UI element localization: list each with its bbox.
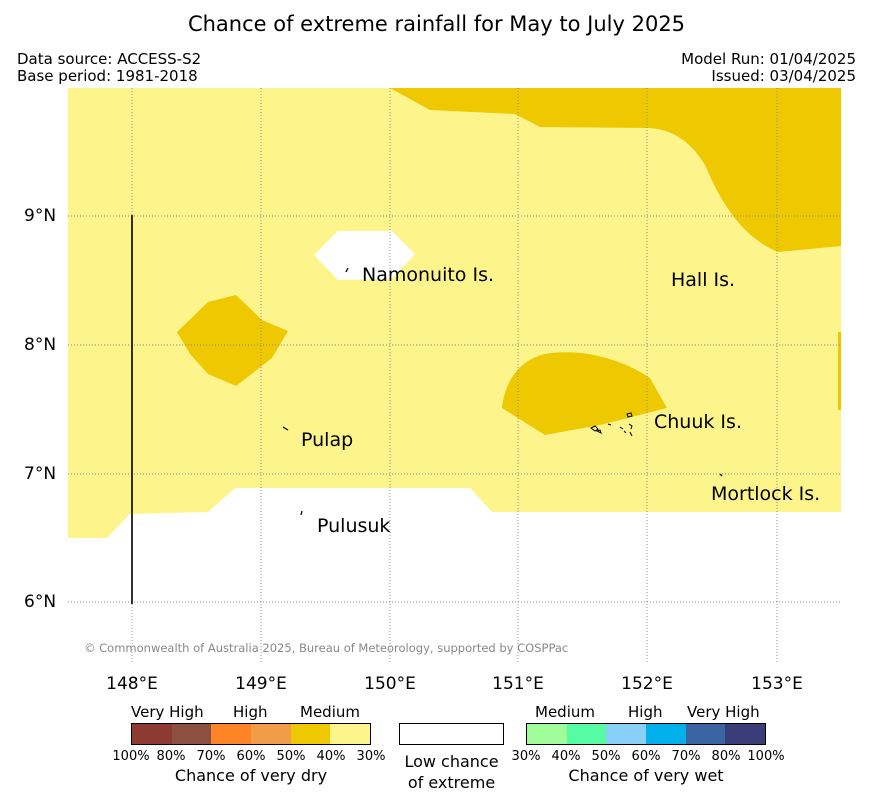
legend-dry-tick: 70% (196, 749, 226, 764)
map-title: Chance of extreme rainfall for May to Ju… (187, 12, 686, 36)
legend-dry-tick: 100% (112, 749, 150, 764)
region-medium-dry-east (838, 332, 841, 410)
legend-dry-swatch (251, 724, 291, 744)
legend-wet-tick: 40% (551, 749, 581, 764)
legend-wet-swatch (725, 724, 766, 744)
data-source: Data source: ACCESS-S2 (17, 50, 202, 68)
label-pulap: Pulap (301, 429, 354, 451)
issued-date: Issued: 03/04/2025 (711, 67, 856, 85)
legend-dry-colorbar (131, 723, 371, 745)
island-mortlock-marker (719, 473, 723, 477)
legend-wet-colorbar (526, 723, 766, 745)
legend-dry-swatch (171, 724, 212, 744)
legend-wet-caption: Chance of very wet (568, 766, 724, 785)
label-chuuk: Chuuk Is. (654, 411, 742, 433)
legend-dry-swatch (330, 724, 371, 744)
legend-low-chance-line1: Low chance (404, 752, 499, 771)
tick-lon-152: 152°E (621, 674, 673, 694)
island-pulusuk-marker (300, 510, 303, 516)
region-light-dry (68, 88, 841, 538)
label-hall: Hall Is. (671, 269, 736, 291)
label-pulusuk: Pulusuk (317, 515, 391, 537)
tick-lat-7: 7°N (24, 464, 57, 484)
grid (68, 88, 841, 664)
region-medium-dry-north (390, 88, 841, 252)
label-namonuito: Namonuito Is. (362, 264, 495, 286)
tick-lat-9: 9°N (24, 206, 57, 226)
legend-wet-very-high: Very High (687, 703, 760, 721)
islands (282, 267, 723, 516)
legend-wet-medium: Medium (535, 703, 595, 721)
tick-lon-148: 148°E (106, 674, 158, 694)
region-medium-dry-chuuk (502, 352, 667, 435)
model-run: Model Run: 01/04/2025 (681, 50, 856, 68)
legend-dry-high: High (233, 703, 268, 721)
legend-wet-tick: 70% (671, 749, 701, 764)
legend-dry-swatch (132, 724, 172, 744)
legend-wet-swatch (606, 724, 647, 744)
legend-wet-swatch (685, 724, 726, 744)
legend-wet-tick: 50% (591, 749, 621, 764)
legend-wet-tick: 30% (511, 749, 541, 764)
tick-lat-6: 6°N (24, 592, 57, 612)
island-pulap-marker (282, 426, 289, 431)
legend-dry-tick: 40% (316, 749, 346, 764)
island-chuuk-marker (590, 412, 633, 437)
legend-wet-swatch (566, 724, 607, 744)
island-namonuito-marker (345, 267, 349, 273)
legend-wet-tick: 80% (711, 749, 741, 764)
legend-dry-tick: 50% (276, 749, 306, 764)
tick-lon-151: 151°E (492, 674, 544, 694)
legend-dry-swatch (290, 724, 331, 744)
tick-lon-150: 150°E (364, 674, 416, 694)
tick-lon-149: 149°E (235, 674, 287, 694)
legend-dry-caption: Chance of very dry (174, 766, 328, 785)
legend-dry-medium: Medium (300, 703, 360, 721)
legend-low-chance-swatch (399, 723, 504, 745)
legend-dry-tick: 30% (356, 749, 386, 764)
legend-dry-swatch (211, 724, 252, 744)
legend-wet-high: High (628, 703, 663, 721)
legend-dry-tick: 60% (236, 749, 266, 764)
region-medium-dry-west (177, 295, 288, 386)
label-mortlock: Mortlock Is. (711, 483, 821, 505)
legend-low-chance-line2: of extreme (407, 773, 496, 792)
legend-wet-tick: 100% (747, 749, 785, 764)
legend-wet-swatch (527, 724, 567, 744)
legend-wet-swatch (646, 724, 686, 744)
tick-lon-153: 153°E (751, 674, 803, 694)
base-period: Base period: 1981-2018 (17, 67, 198, 85)
legend-dry-tick: 80% (156, 749, 186, 764)
legend-wet-tick: 60% (631, 749, 661, 764)
copyright-notice: © Commonwealth of Australia 2025, Bureau… (84, 641, 569, 655)
tick-lat-8: 8°N (24, 335, 57, 355)
legend-dry-very-high: Very High (131, 703, 204, 721)
region-low-chance-namonuito (314, 231, 415, 280)
